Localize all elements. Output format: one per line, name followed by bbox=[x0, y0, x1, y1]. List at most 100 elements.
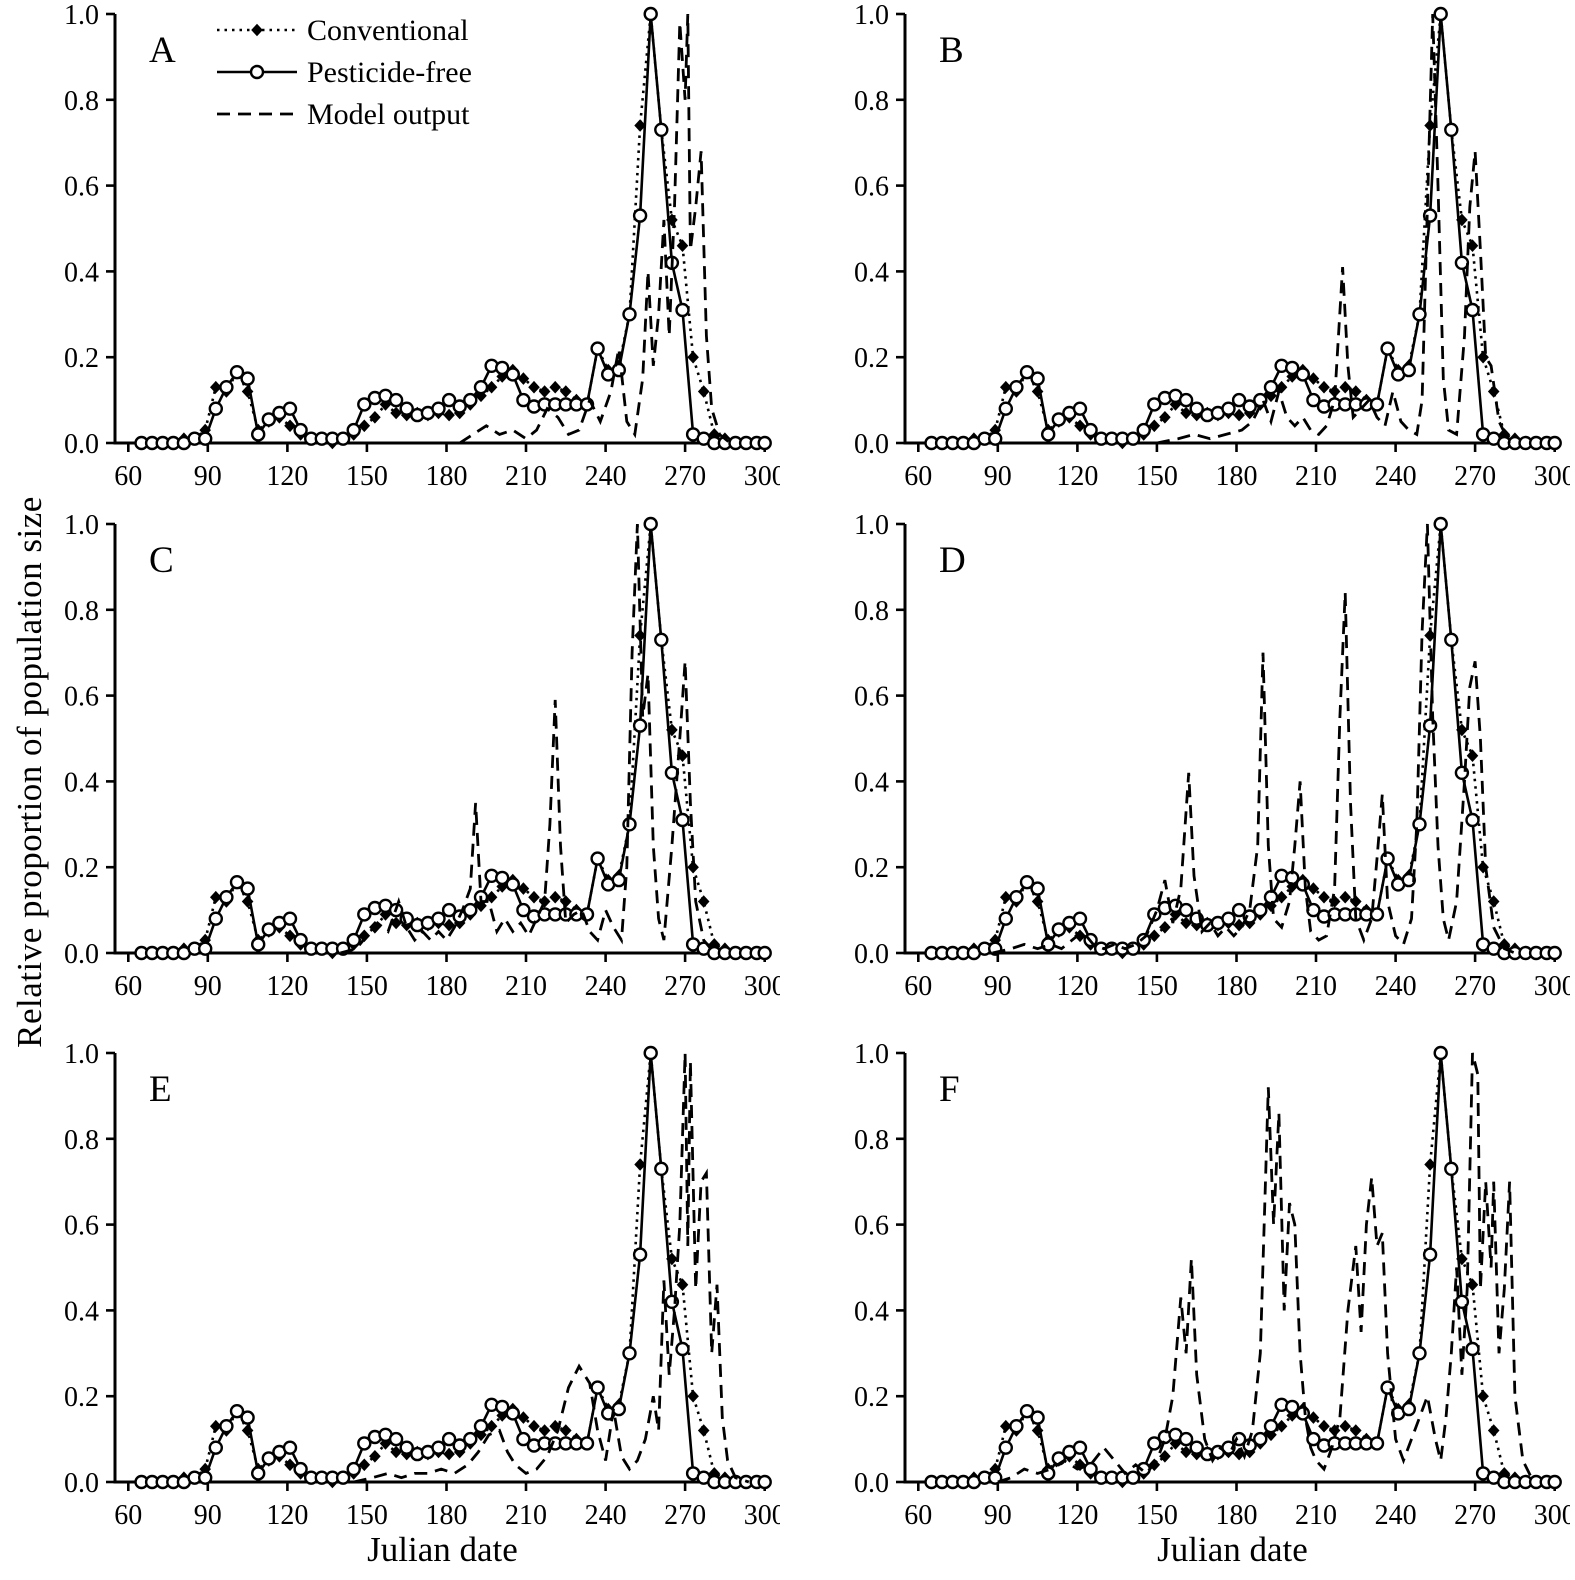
panel-A: 60 90 120 150 180 210 240 270 300 0.0 0.2 0.4 0.6 0.8… bbox=[35, 0, 786, 500]
y-tick-label: 0.8 bbox=[64, 1125, 99, 1156]
x-tick-label: 300 bbox=[1534, 461, 1570, 492]
model-output-series bbox=[997, 1052, 1535, 1484]
model-output-series bbox=[458, 13, 732, 445]
x-tick-label: 300 bbox=[744, 1500, 780, 1531]
y-tick-label: 1.0 bbox=[64, 510, 99, 541]
panel-F: 60 90 120 150 180 210 240 270 300 0.0 0.2 0.4 0.6 0.8… bbox=[825, 1039, 1575, 1539]
x-tick-label: 90 bbox=[984, 1500, 1012, 1531]
y-tick-label: 0.4 bbox=[64, 767, 99, 798]
y-tick-label: 1.0 bbox=[64, 1039, 99, 1070]
x-tick-label: 240 bbox=[585, 971, 627, 1002]
y-tick-label: 0.6 bbox=[854, 172, 889, 203]
panel-letter: E bbox=[149, 1069, 172, 1110]
x-axis-title-right: Julian date bbox=[1157, 1530, 1308, 1569]
y-tick-label: 0.0 bbox=[854, 939, 889, 970]
y-tick-label: 1.0 bbox=[854, 1039, 889, 1070]
y-tick-label: 0.2 bbox=[854, 1382, 889, 1413]
x-tick-label: 120 bbox=[266, 1500, 308, 1531]
x-tick-label: 300 bbox=[744, 971, 780, 1002]
x-axis-title-left: Julian date bbox=[367, 1530, 518, 1569]
x-tick-label: 270 bbox=[1454, 461, 1496, 492]
panel-letter: A bbox=[149, 30, 176, 71]
y-tick-label: 0.8 bbox=[854, 1125, 889, 1156]
x-tick-label: 210 bbox=[505, 1500, 547, 1531]
panel-E-chart: 60 90 120 150 180 210 240 270 300 0.0 0.2 0.4 0.6 0.8… bbox=[64, 1039, 786, 1531]
x-tick-label: 180 bbox=[1216, 461, 1258, 492]
panel-D-chart: 60 90 120 150 180 210 240 270 300 0.0 0.2 0.4 0.6 0.8… bbox=[854, 510, 1575, 1002]
x-tick-label: 90 bbox=[194, 461, 222, 492]
y-tick-label: 0.2 bbox=[64, 853, 99, 884]
x-tick-label: 240 bbox=[1375, 461, 1417, 492]
panel-E: 60 90 120 150 180 210 240 270 300 0.0 0.2 0.4 0.6 0.8… bbox=[35, 1039, 786, 1539]
y-tick-label: 0.6 bbox=[64, 172, 99, 203]
y-tick-label: 0.0 bbox=[854, 1468, 889, 1499]
x-tick-label: 300 bbox=[1534, 971, 1570, 1002]
x-tick-label: 60 bbox=[114, 971, 142, 1002]
panel-A-chart: 60 90 120 150 180 210 240 270 300 0.0 0.2 0.4 0.6 0.8… bbox=[64, 0, 786, 492]
x-tick-label: 270 bbox=[664, 971, 706, 1002]
model-output-series bbox=[992, 523, 1516, 955]
pesticide-free-series bbox=[134, 6, 772, 451]
panel-C: 60 90 120 150 180 210 240 270 300 0.0 0.2 0.4 0.6 0.8… bbox=[35, 510, 786, 1010]
y-tick-label: 0.6 bbox=[854, 1211, 889, 1242]
y-tick-label: 1.0 bbox=[854, 510, 889, 541]
x-tick-label: 210 bbox=[1295, 971, 1337, 1002]
legend: Conventional Pesticide-free Model output bbox=[217, 14, 472, 131]
x-tick-label: 300 bbox=[744, 461, 780, 492]
panel-C-chart: 60 90 120 150 180 210 240 270 300 0.0 0.2 0.4 0.6 0.8… bbox=[64, 510, 786, 1002]
axes: 60 90 120 150 180 210 240 270 300 0.0 0.2 0.4 0.6 0.8… bbox=[64, 0, 786, 492]
panel-letter: D bbox=[939, 540, 966, 581]
panel-B-chart: 60 90 120 150 180 210 240 270 300 0.0 0.2 0.4 0.6 0.8… bbox=[854, 0, 1575, 492]
x-tick-label: 90 bbox=[194, 971, 222, 1002]
axes: 60 90 120 150 180 210 240 270 300 0.0 0.2 0.4 0.6 0.8… bbox=[854, 510, 1575, 1002]
x-tick-label: 150 bbox=[1136, 1500, 1178, 1531]
y-tick-label: 1.0 bbox=[854, 0, 889, 31]
x-tick-label: 240 bbox=[1375, 1500, 1417, 1531]
axes: 60 90 120 150 180 210 240 270 300 0.0 0.2 0.4 0.6 0.8… bbox=[854, 0, 1575, 492]
panel-letter: B bbox=[939, 30, 964, 71]
x-tick-label: 180 bbox=[1216, 1500, 1258, 1531]
y-tick-label: 0.0 bbox=[854, 429, 889, 460]
x-tick-label: 270 bbox=[664, 1500, 706, 1531]
x-tick-label: 90 bbox=[984, 971, 1012, 1002]
x-tick-label: 120 bbox=[1056, 971, 1098, 1002]
x-tick-label: 90 bbox=[984, 461, 1012, 492]
x-tick-label: 150 bbox=[1136, 971, 1178, 1002]
y-tick-label: 0.4 bbox=[854, 257, 889, 288]
y-tick-label: 0.8 bbox=[64, 86, 99, 117]
x-tick-label: 120 bbox=[266, 971, 308, 1002]
model-output-series bbox=[353, 1052, 750, 1484]
pesticide-free-series bbox=[924, 516, 1562, 961]
panel-letter: C bbox=[149, 540, 174, 581]
y-tick-label: 0.6 bbox=[64, 682, 99, 713]
x-tick-label: 120 bbox=[266, 461, 308, 492]
x-tick-label: 300 bbox=[1534, 1500, 1570, 1531]
y-tick-label: 0.8 bbox=[64, 596, 99, 627]
x-tick-label: 120 bbox=[1056, 461, 1098, 492]
x-tick-label: 270 bbox=[664, 461, 706, 492]
x-tick-label: 60 bbox=[904, 461, 932, 492]
x-tick-label: 180 bbox=[426, 971, 468, 1002]
x-tick-label: 150 bbox=[346, 971, 388, 1002]
y-tick-label: 0.2 bbox=[854, 853, 889, 884]
y-tick-label: 0.8 bbox=[854, 596, 889, 627]
pesticide-free-series bbox=[134, 516, 772, 961]
y-tick-label: 0.4 bbox=[854, 767, 889, 798]
x-tick-label: 240 bbox=[585, 461, 627, 492]
x-tick-label: 150 bbox=[346, 1500, 388, 1531]
y-tick-label: 0.0 bbox=[64, 429, 99, 460]
x-tick-label: 60 bbox=[114, 1500, 142, 1531]
legend-label: Pesticide-free bbox=[307, 56, 472, 89]
y-tick-label: 0.8 bbox=[854, 86, 889, 117]
axes: 60 90 120 150 180 210 240 270 300 0.0 0.2 0.4 0.6 0.8… bbox=[64, 510, 786, 1002]
x-tick-label: 60 bbox=[904, 1500, 932, 1531]
y-tick-label: 0.6 bbox=[854, 682, 889, 713]
x-tick-label: 180 bbox=[1216, 971, 1258, 1002]
x-tick-label: 60 bbox=[904, 971, 932, 1002]
x-tick-label: 210 bbox=[1295, 461, 1337, 492]
legend-label: Conventional bbox=[307, 14, 469, 47]
pesticide-free-series bbox=[924, 6, 1562, 451]
x-tick-label: 270 bbox=[1454, 971, 1496, 1002]
x-tick-label: 240 bbox=[585, 1500, 627, 1531]
